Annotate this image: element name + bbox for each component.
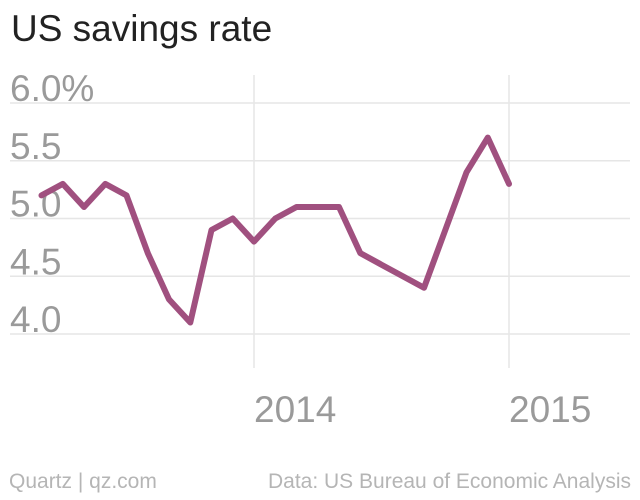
- data-source: Data: US Bureau of Economic Analysis: [267, 470, 631, 493]
- source-credit: Quartz | qz.com: [9, 470, 157, 493]
- y-tick-label: 5.5: [10, 126, 61, 167]
- series-line: [38, 134, 512, 326]
- y-tick-label: 6.0%: [10, 68, 94, 109]
- x-tick-label: 2014: [254, 389, 336, 430]
- chart-title: US savings rate: [11, 8, 273, 49]
- y-tick-label: 4.5: [10, 241, 61, 282]
- x-tick-label: 2015: [509, 389, 591, 430]
- y-tick-label: 4.0: [10, 299, 61, 340]
- line-chart: 4.04.55.05.56.0%2014 2015: [10, 68, 630, 430]
